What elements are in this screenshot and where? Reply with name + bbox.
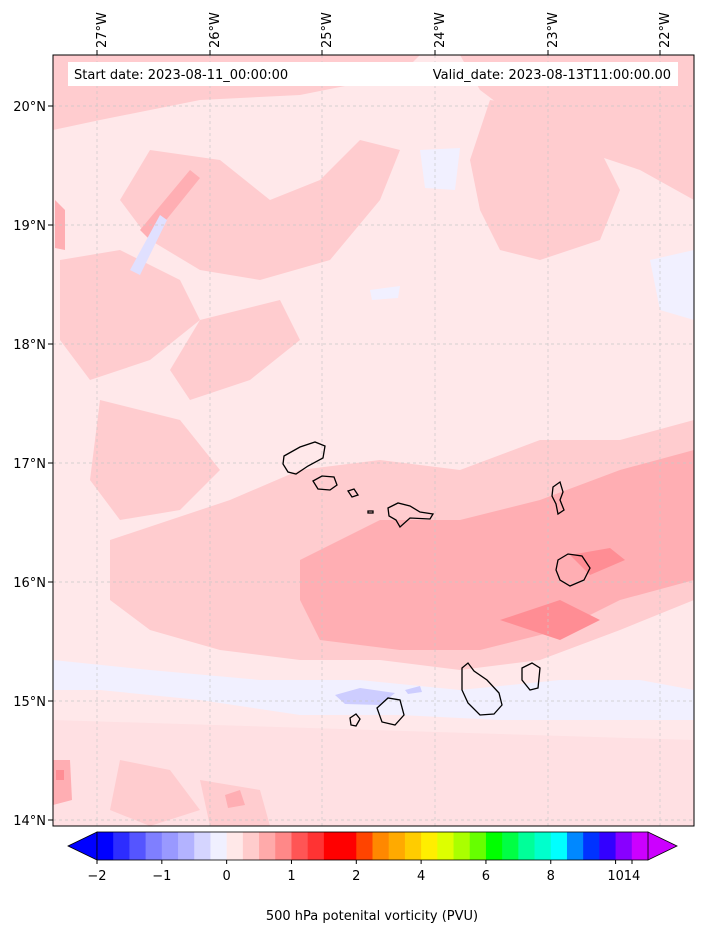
vorticity-field bbox=[53, 55, 694, 826]
island-maio bbox=[521, 662, 541, 691]
colorbar-segment bbox=[388, 832, 406, 860]
island-santo-antao bbox=[282, 441, 326, 475]
island-fogo bbox=[376, 697, 405, 726]
colorbar-segment bbox=[242, 832, 260, 860]
colorbar-segment bbox=[194, 832, 211, 860]
colorbar-segment bbox=[615, 832, 633, 860]
longitude-tick-labels: 27°W 26°W 25°W 24°W 23°W 22°W bbox=[95, 12, 673, 55]
colorbar-tick-label: 1 bbox=[287, 869, 295, 884]
island-coastlines bbox=[282, 441, 591, 727]
lat-tick-19n: 19°N bbox=[13, 219, 46, 234]
colorbar-segment bbox=[145, 832, 163, 860]
colorbar-tick-label: 0 bbox=[223, 869, 231, 884]
lat-tick-17n: 17°N bbox=[13, 457, 46, 472]
lat-tick-20n: 20°N bbox=[13, 100, 46, 115]
colorbar-segment bbox=[485, 832, 503, 860]
lon-tick-27w: 27°W bbox=[95, 12, 110, 48]
map-gridlines bbox=[53, 55, 694, 826]
colorbar-segment bbox=[583, 832, 600, 860]
island-sal bbox=[551, 480, 565, 516]
colorbar-segment bbox=[226, 832, 244, 860]
colorbar-tick-label: −1 bbox=[152, 869, 171, 884]
colorbar-segments bbox=[97, 832, 649, 860]
colorbar-tick-label: 10 bbox=[607, 869, 624, 884]
lat-tick-14n: 14°N bbox=[13, 814, 46, 829]
colorbar-segment bbox=[323, 832, 341, 860]
colorbar-segment bbox=[113, 832, 130, 860]
colorbar-segment bbox=[631, 832, 649, 860]
colorbar-segment bbox=[550, 832, 568, 860]
colorbar-segment bbox=[161, 832, 179, 860]
colorbar-segment bbox=[372, 832, 390, 860]
colorbar-segment bbox=[469, 832, 487, 860]
colorbar-extend-high bbox=[647, 831, 678, 861]
colorbar-segment bbox=[340, 832, 357, 860]
island-sao-vicente bbox=[312, 475, 338, 491]
colorbar-segment bbox=[453, 832, 471, 860]
colorbar-segment bbox=[259, 832, 276, 860]
colorbar-segment bbox=[129, 832, 147, 860]
island-sao-nicolau bbox=[387, 502, 435, 529]
colorbar-tick-label: 4 bbox=[417, 869, 425, 884]
colorbar-segment bbox=[437, 832, 454, 860]
colorbar-segment bbox=[307, 832, 325, 860]
colorbar-extend-low bbox=[67, 831, 98, 861]
colorbar-ticks: −2 −1 0 1 2 4 6 8 10 14 bbox=[87, 860, 640, 884]
lon-tick-24w: 24°W bbox=[433, 12, 448, 48]
colorbar-segment bbox=[97, 832, 114, 860]
colorbar-segment bbox=[178, 832, 195, 860]
valid-date-label: Valid_date: 2023-08-13T11:00:00.00 bbox=[433, 68, 671, 83]
colorbar-segment bbox=[356, 832, 373, 860]
island-santiago bbox=[461, 662, 503, 716]
colorbar-tick-label: 8 bbox=[547, 869, 555, 884]
latitude-tick-labels: 20°N 19°N 18°N 17°N 16°N 15°N 14°N bbox=[13, 100, 53, 829]
date-label-box bbox=[68, 62, 678, 86]
map-frame bbox=[52, 54, 695, 827]
lat-tick-16n: 16°N bbox=[13, 576, 46, 591]
island-santa-luzia bbox=[346, 488, 360, 498]
colorbar-segment bbox=[291, 832, 309, 860]
colorbar-tick-label: 2 bbox=[352, 869, 360, 884]
colorbar-segment bbox=[404, 832, 422, 860]
colorbar-tick-label: −2 bbox=[87, 869, 106, 884]
island-brava bbox=[349, 713, 361, 727]
colorbar: −2 −1 0 1 2 4 6 8 10 14 500 hPa potenital vortici… bbox=[67, 831, 678, 924]
colorbar-segment bbox=[534, 832, 552, 860]
island-boa-vista bbox=[555, 553, 591, 587]
colorbar-frame bbox=[96, 831, 649, 861]
start-date-label: Start date: 2023-08-11_00:00:00 bbox=[74, 68, 288, 83]
colorbar-segment bbox=[421, 832, 438, 860]
island-branco bbox=[367, 510, 374, 514]
lat-tick-15n: 15°N bbox=[13, 695, 46, 710]
lon-tick-25w: 25°W bbox=[320, 12, 335, 48]
colorbar-tick-label: 14 bbox=[624, 869, 641, 884]
colorbar-segment bbox=[502, 832, 519, 860]
colorbar-tick-label: 6 bbox=[482, 869, 490, 884]
colorbar-segment bbox=[566, 832, 584, 860]
colorbar-segment bbox=[275, 832, 292, 860]
colorbar-segment bbox=[599, 832, 616, 860]
lat-tick-18n: 18°N bbox=[13, 338, 46, 353]
colorbar-segment bbox=[518, 832, 535, 860]
lon-tick-22w: 22°W bbox=[658, 12, 673, 48]
colorbar-segment bbox=[210, 832, 228, 860]
colorbar-label: 500 hPa potenital vorticity (PVU) bbox=[266, 909, 478, 924]
lon-tick-26w: 26°W bbox=[208, 12, 223, 48]
lon-tick-23w: 23°W bbox=[546, 12, 561, 48]
